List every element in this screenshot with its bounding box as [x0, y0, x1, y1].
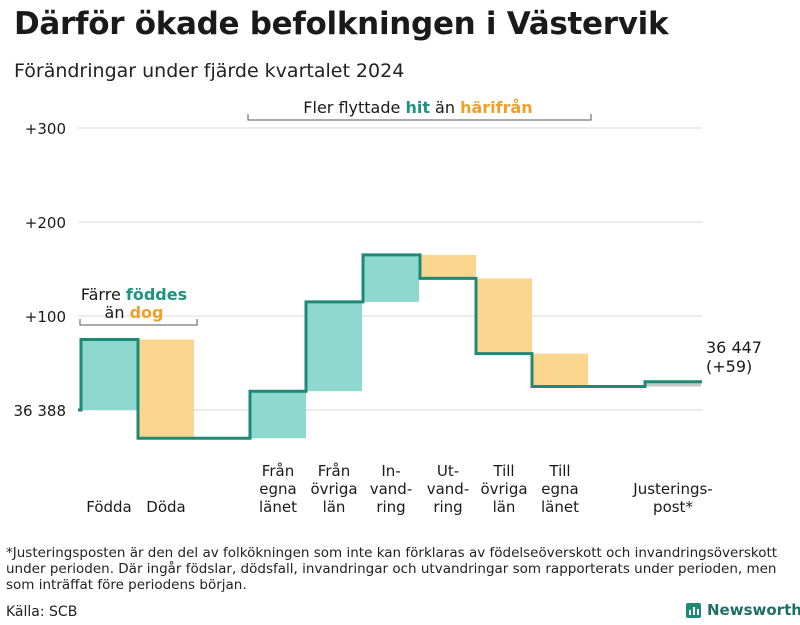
waterfall-bar	[250, 391, 306, 439]
y-tick-label: +300	[25, 120, 66, 138]
chart-title: Därför ökade befolkningen i Västervik	[14, 6, 669, 42]
waterfall-bar	[532, 353, 588, 387]
waterfall-bar	[645, 381, 701, 387]
x-category-label: egna	[541, 480, 578, 498]
x-category-label: övriga	[310, 480, 357, 498]
x-category-label: ring	[376, 498, 405, 516]
x-category-label: egna	[259, 480, 296, 498]
x-category-label: vand-	[370, 480, 413, 498]
y-tick-label: 36 388	[14, 402, 67, 420]
waterfall-bar	[306, 301, 362, 392]
x-category-label: Till	[548, 462, 570, 480]
annotation-migration: Fler flyttade hit än härifrån	[303, 98, 532, 117]
x-category-label: ring	[433, 498, 462, 516]
waterfall-bar	[420, 254, 476, 279]
waterfall-bar	[138, 339, 194, 439]
x-category-label: Till	[492, 462, 514, 480]
waterfall-bar	[81, 339, 137, 410]
x-category-label: Justerings-	[632, 480, 712, 498]
annotation-bracket	[247, 114, 592, 121]
brand-name: Newsworthy	[707, 601, 800, 619]
y-tick-label: +100	[25, 308, 66, 326]
annotation-births-deaths-line2: än dog	[105, 303, 164, 322]
level-line	[78, 253, 702, 440]
x-category-label: Döda	[146, 498, 185, 516]
waterfall-bar	[476, 278, 532, 354]
x-category-label: län	[323, 498, 346, 516]
x-category-label: länet	[541, 498, 579, 516]
end-change-label: (+59)	[706, 357, 752, 376]
footnote: *Justeringsposten är den del av folkökni…	[6, 545, 778, 593]
x-category-label: län	[493, 498, 516, 516]
chart-subtitle: Förändringar under fjärde kvartalet 2024	[14, 60, 405, 82]
x-category-label: vand-	[427, 480, 470, 498]
x-category-label: länet	[259, 498, 297, 516]
x-category-label: post*	[653, 498, 693, 516]
y-tick-label: +200	[25, 214, 66, 232]
x-category-label: Födda	[86, 498, 132, 516]
annotation-births-deaths: Färre föddes	[81, 285, 187, 304]
waterfall-bar	[363, 254, 419, 302]
x-category-label: övriga	[480, 480, 527, 498]
end-value-label: 36 447	[706, 338, 762, 357]
x-category-label: Från	[262, 462, 294, 480]
bar-chart-icon	[686, 602, 701, 618]
brand-logo: Newsworthy	[686, 601, 800, 619]
x-category-label: In-	[381, 462, 400, 480]
source-label: Källa: SCB	[6, 604, 78, 620]
x-category-label: Ut-	[437, 462, 459, 480]
x-category-label: Från	[318, 462, 350, 480]
annotation-bracket	[79, 319, 198, 326]
